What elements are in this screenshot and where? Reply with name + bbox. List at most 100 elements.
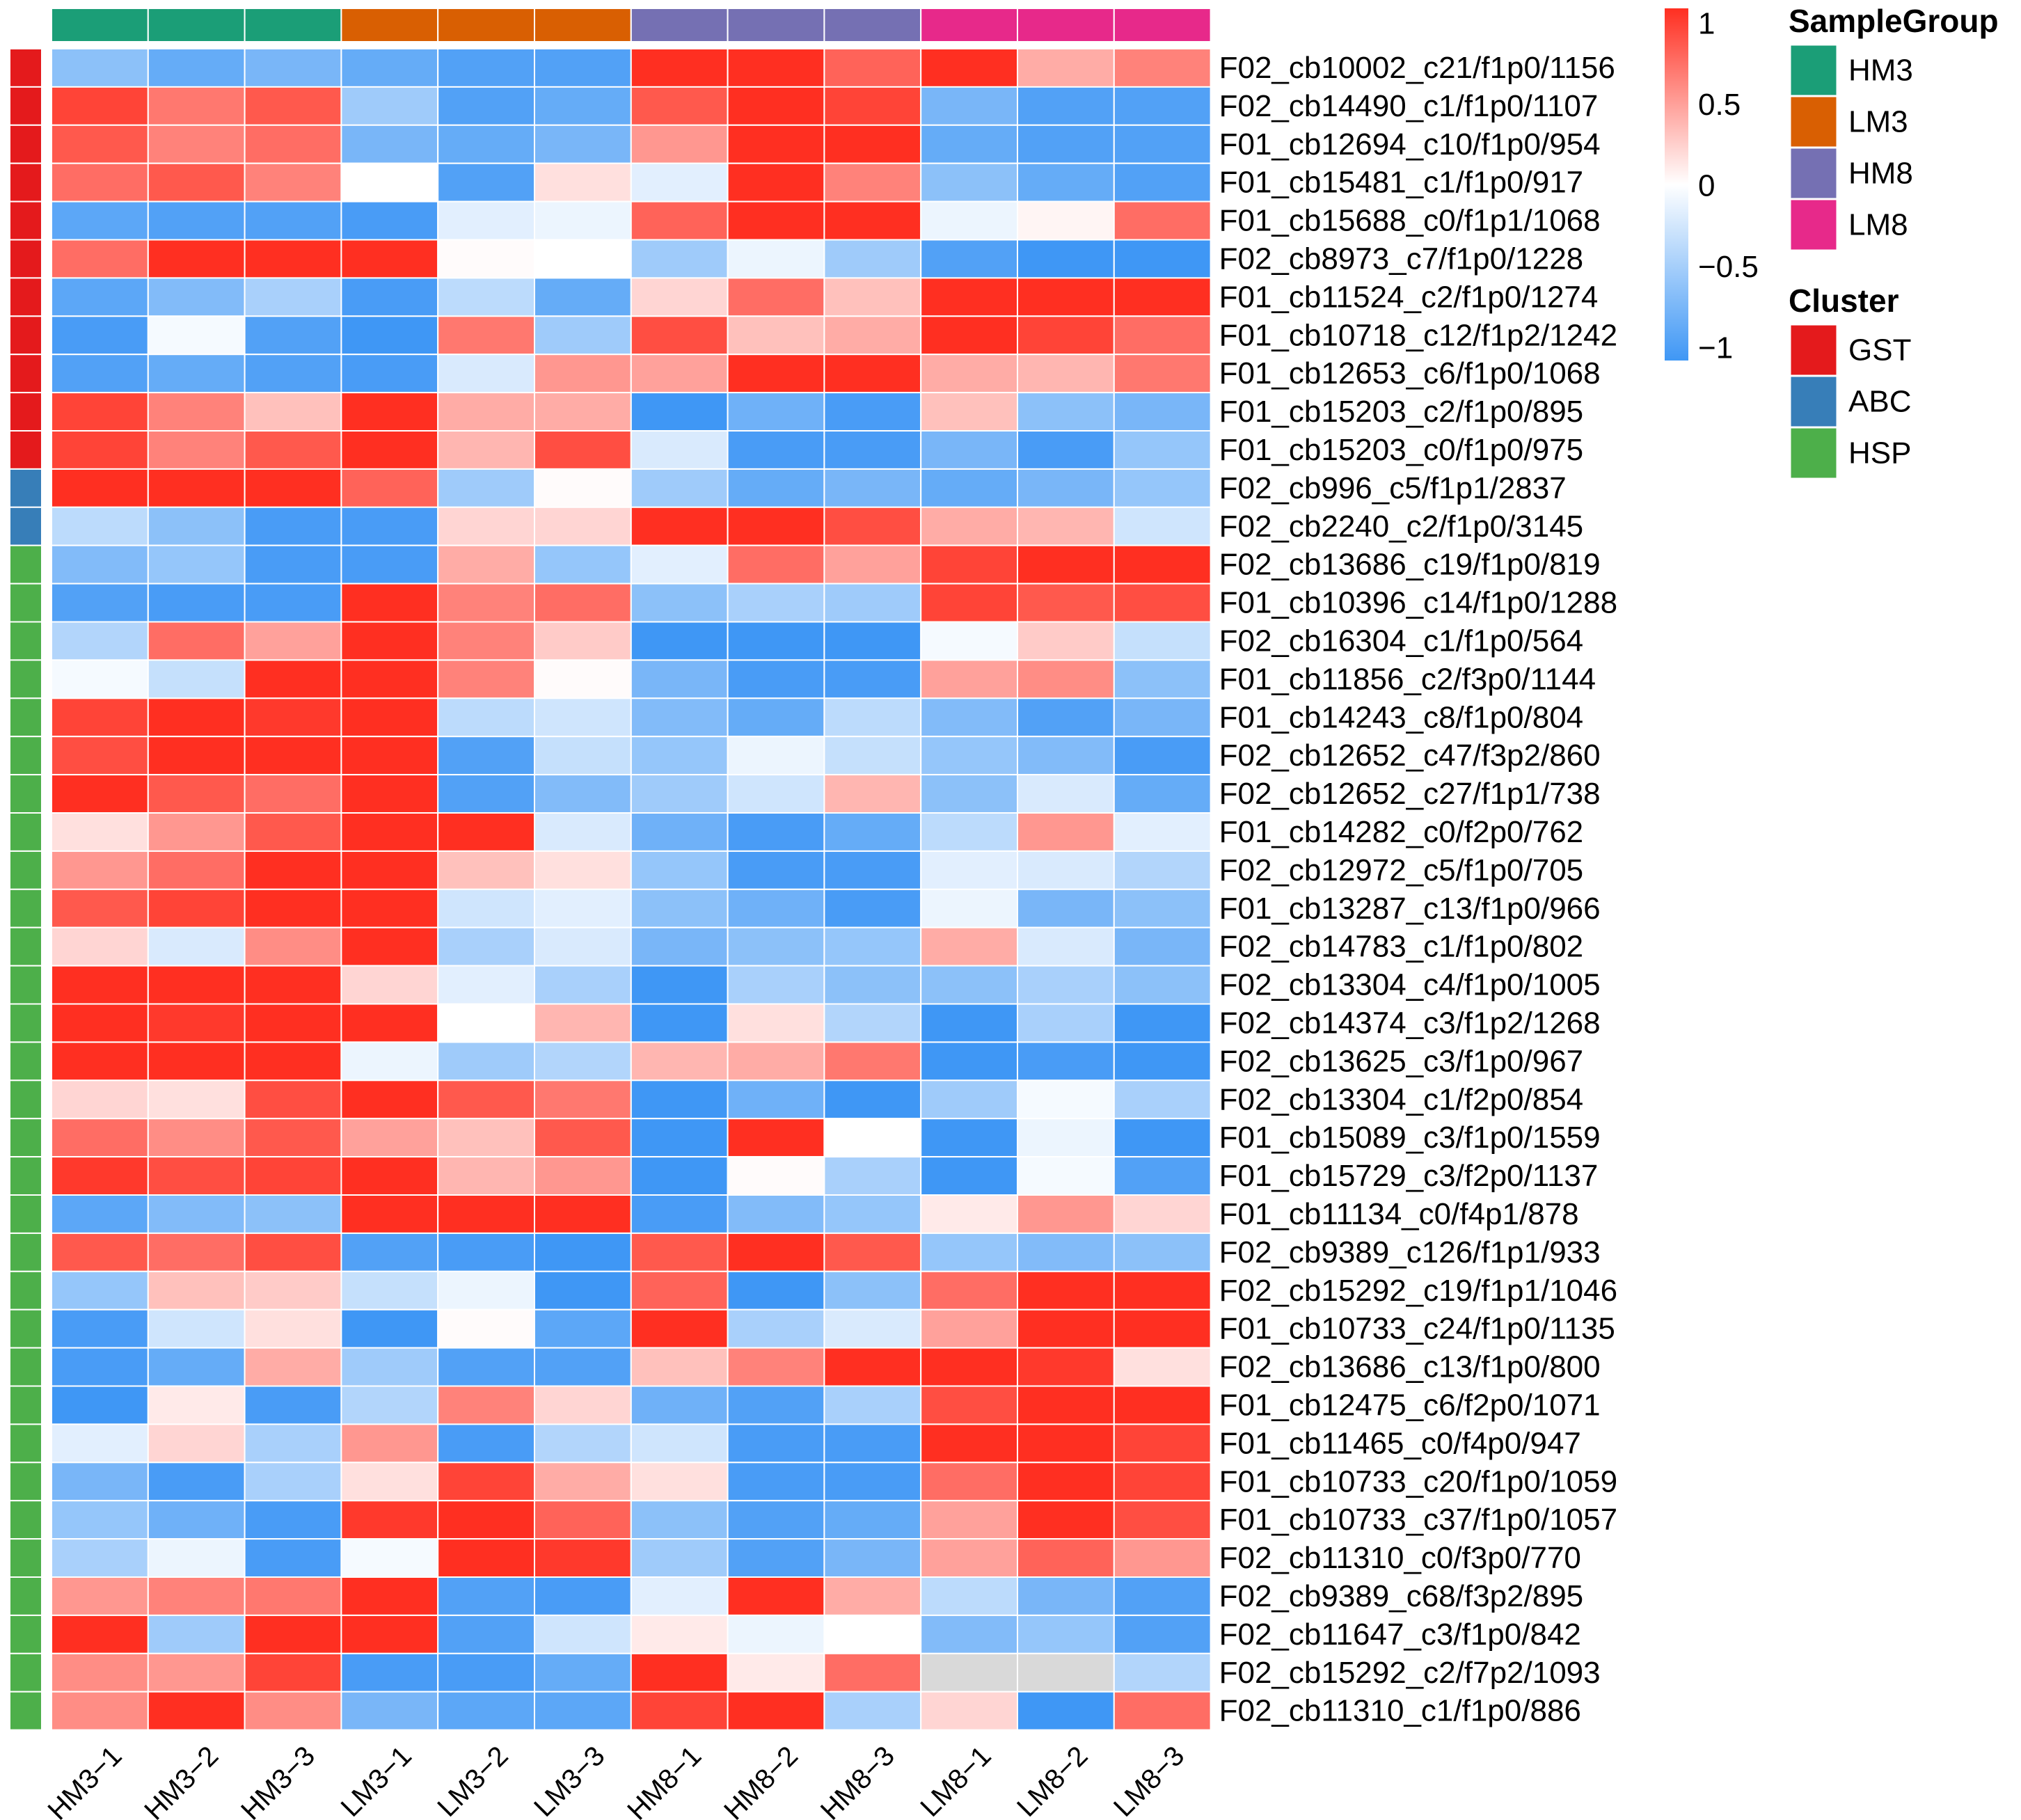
heatmap-cell [534,1462,632,1502]
heatmap-cell [1113,1041,1212,1082]
cluster-cell [9,315,42,356]
row-label: F02_cb14374_c3/f1p2/1268 [1219,1006,1601,1040]
scale-tick-label: 0.5 [1698,88,1741,122]
heatmap-cell [920,315,1018,356]
annotation-legends: SampleGroup HM3 LM3 HM8 LM8 Cluster GST ABC HSP [1789,3,1999,480]
row-label: F02_cb13625_c3/f1p0/967 [1219,1044,1584,1078]
scale-tick-label: 1 [1698,7,1715,41]
heatmap-cell [1017,850,1115,890]
column-label: LM3−3 [528,1741,610,1820]
heatmap-cell [630,1308,729,1349]
heatmap-cell [437,583,536,623]
heatmap-cell [630,926,729,967]
heatmap-cell [340,1462,439,1502]
heatmap-cell [340,430,439,470]
heatmap-cell [823,850,922,890]
cluster-cell [9,48,42,88]
heatmap-cell [727,162,825,203]
heatmap-cell [727,736,825,776]
heatmap-cell [630,659,729,699]
heatmap-cell [823,1079,922,1120]
heatmap-cell [1017,162,1115,203]
heatmap-cell [147,86,246,126]
heatmap-cell [727,1462,825,1502]
heatmap-cell [727,200,825,241]
cluster-legend-swatch [1789,426,1839,480]
heatmap-cell [51,1232,149,1272]
heatmap-cell [51,621,149,661]
heatmap-cell [244,1194,342,1234]
heatmap-cell [244,1079,342,1120]
row-label: F02_cb13686_c19/f1p0/819 [1219,548,1601,582]
heatmap-cell [920,774,1018,814]
heatmap-cell [727,48,825,88]
cluster-annotation-bar [9,48,42,1731]
heatmap-cell [727,354,825,394]
heatmap-cell [244,315,342,356]
heatmap-cell [437,506,536,546]
heatmap-cell [1113,1232,1212,1272]
heatmap-cell [244,430,342,470]
row-label: F01_cb10718_c12/f1p2/1242 [1219,318,1618,352]
heatmap-cell [437,697,536,738]
heatmap-cell [244,1538,342,1578]
row-label: F02_cb12972_c5/f1p0/705 [1219,853,1584,887]
row-label: F02_cb16304_c1/f1p0/564 [1219,624,1584,658]
sample-group-cell [920,8,1018,42]
heatmap-cell [534,1194,632,1234]
heatmap-cell [920,1500,1018,1540]
heatmap-cell [727,583,825,623]
heatmap-cell [1113,315,1212,356]
heatmap-cell [823,354,922,394]
heatmap-cell [147,1270,246,1311]
heatmap-cell [727,621,825,661]
sample-group-cell [727,8,825,42]
heatmap-cell [823,506,922,546]
heatmap-cell [920,1194,1018,1234]
heatmap-cell [727,430,825,470]
heatmap-cell [147,1691,246,1731]
row-label: F01_cb11465_c0/f4p0/947 [1219,1426,1581,1460]
heatmap-cell [534,277,632,317]
cluster-cell [9,277,42,317]
heatmap-cell [534,1691,632,1731]
heatmap-cell [630,1156,729,1196]
heatmap-cell [1113,736,1212,776]
row-label: F02_cb996_c5/f1p1/2837 [1219,471,1567,505]
heatmap-cell [823,162,922,203]
heatmap-cell [823,124,922,164]
heatmap-cell [147,736,246,776]
heatmap-cell [630,124,729,164]
heatmap-cell [340,1691,439,1731]
heatmap-cell [340,277,439,317]
heatmap-cell [51,1462,149,1502]
heatmap-cell [823,48,922,88]
heatmap-cell [244,926,342,967]
heatmap-cell [823,926,922,967]
heatmap-cell [920,354,1018,394]
heatmap-cell [244,1308,342,1349]
heatmap-cell [823,392,922,432]
heatmap-cell [920,621,1018,661]
heatmap-cell [630,1194,729,1234]
heatmap-cell [51,850,149,890]
heatmap-cell [340,659,439,699]
heatmap-cell [244,1652,342,1693]
heatmap-cell [920,1347,1018,1387]
heatmap-cell [1113,1194,1212,1234]
heatmap-cell [1017,86,1115,126]
heatmap-cell [1017,888,1115,928]
heatmap-cell [1017,1423,1115,1464]
heatmap-cell [51,430,149,470]
heatmap-cell [630,1462,729,1502]
heatmap-cell [340,697,439,738]
heatmap-cell [630,1232,729,1272]
heatmap-cell [920,1423,1018,1464]
cluster-cell [9,354,42,394]
cluster-cell [9,850,42,890]
heatmap-cell [727,1347,825,1387]
heatmap-cell [1113,1691,1212,1731]
cluster-cell [9,392,42,432]
heatmap-cell [920,697,1018,738]
heatmap-cell [534,659,632,699]
